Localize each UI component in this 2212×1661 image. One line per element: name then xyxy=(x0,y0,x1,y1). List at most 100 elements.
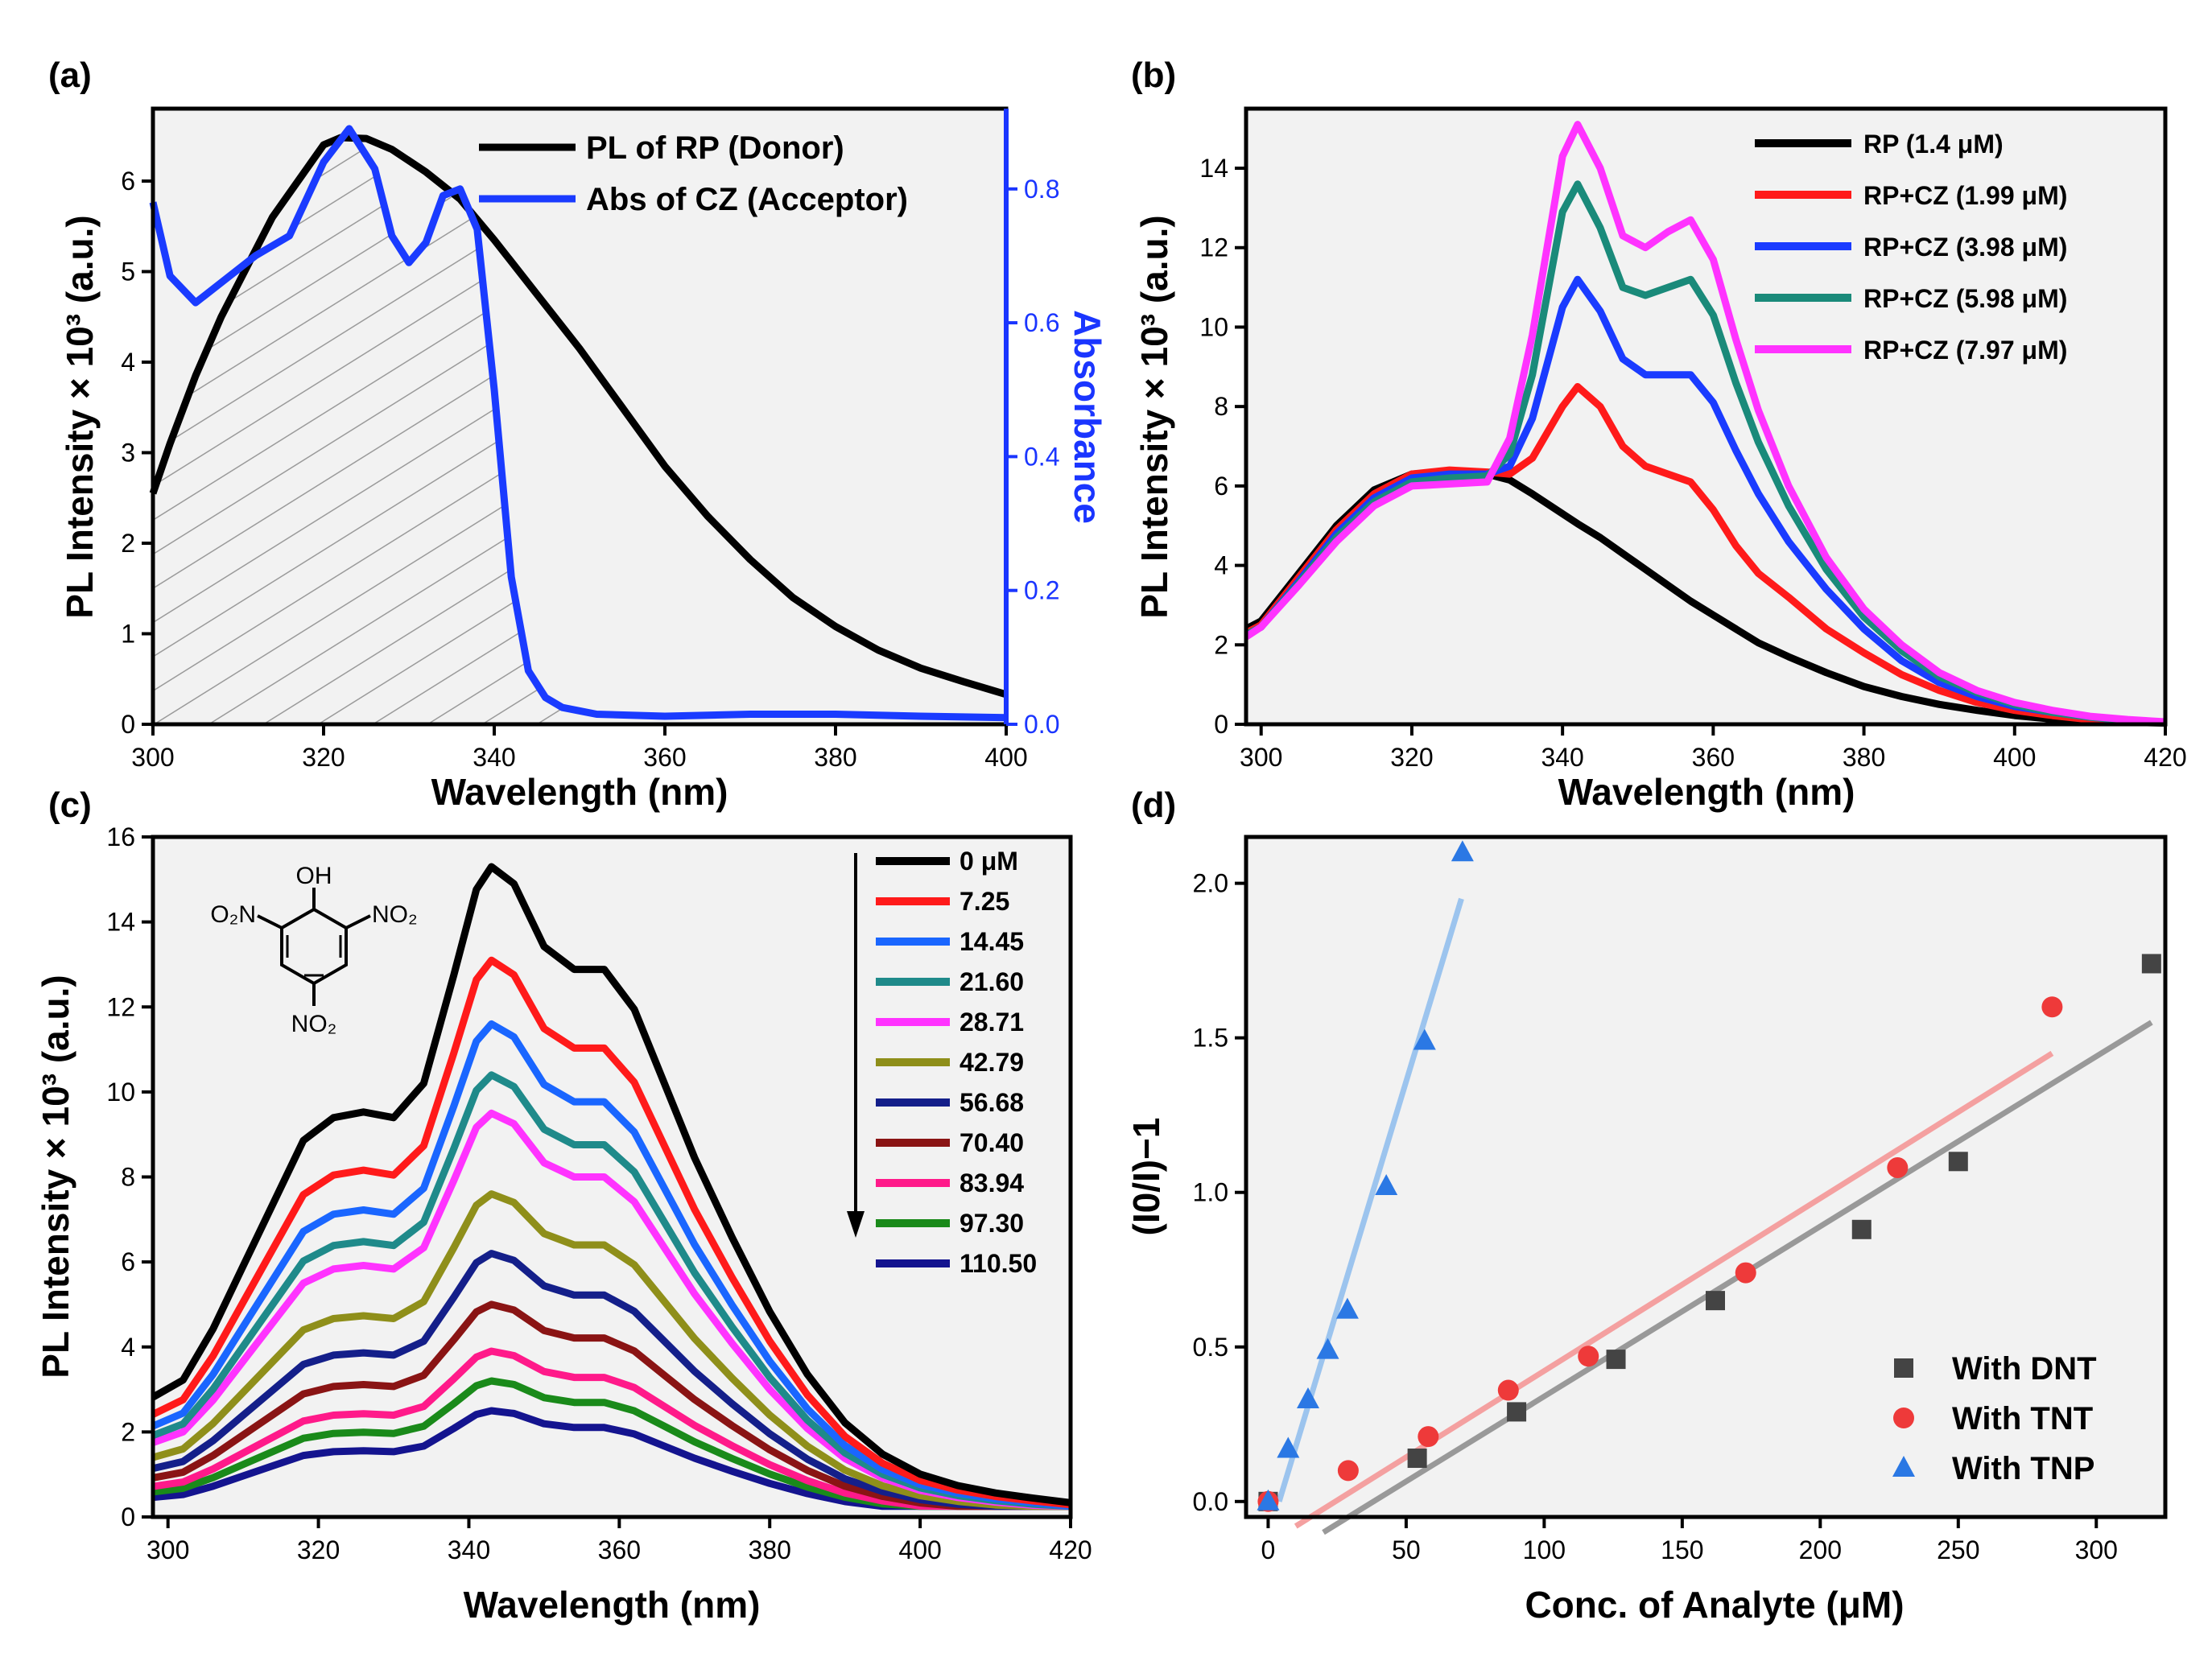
legend-label-abs-cz: Abs of CZ (Acceptor) xyxy=(586,182,908,217)
panel-b-ytick-label: 10 xyxy=(1199,312,1228,341)
point-tnp xyxy=(1316,1337,1339,1359)
point-tnp xyxy=(1451,840,1474,862)
point-tnt xyxy=(2041,996,2063,1018)
panel-c-xtick-label: 300 xyxy=(147,1535,189,1564)
group-o2n: O₂N xyxy=(210,901,256,928)
series-b-4-line xyxy=(1244,121,2166,726)
legend-label-b-0: RP (1.4 μM) xyxy=(1863,130,2004,159)
panel-b-frame xyxy=(1244,106,2168,727)
panel-b-ytick-label: 2 xyxy=(1214,630,1228,659)
panel-a-ytick-label: 5 xyxy=(121,258,135,286)
panel-a-ylabel: PL Intensity × 10³ (a.u.) xyxy=(59,215,101,618)
picric-acid-structure: OH O₂N NO₂ NO₂ xyxy=(210,863,417,1037)
bond-no2-left xyxy=(257,914,283,929)
bond-no2-right xyxy=(345,914,371,929)
legend-label-c-3: 21.60 xyxy=(959,967,1024,996)
legend-label-pl-rp: PL of RP (Donor) xyxy=(586,130,844,166)
panel-b-xtick-label: 360 xyxy=(1692,743,1735,772)
point-tnt xyxy=(1735,1262,1756,1284)
legend-label-c-10: 110.50 xyxy=(959,1249,1037,1278)
point-tnt xyxy=(1497,1379,1519,1401)
series-c-3-line xyxy=(151,1071,1071,1511)
series-c-7-line xyxy=(152,1300,1071,1511)
panel-c-legend: 0 μM 7.25 14.45 21.60 28.71 42.79 56.68 70.40 83… xyxy=(876,847,1037,1278)
series-c-5-line xyxy=(151,1190,1071,1511)
group-oh: OH xyxy=(296,863,332,889)
panel-a-y2tick-label: 0.2 xyxy=(1024,576,1059,605)
panel-c-chart: 300 320 340 360 380 400 420 0 2 4 6 8 10 12 14 16 (c) W… xyxy=(35,785,1092,1626)
panel-b-ytick-label: 8 xyxy=(1214,392,1228,421)
series-c-2-line xyxy=(151,1020,1071,1511)
panel-a-y2tick-label: 0.0 xyxy=(1024,710,1059,739)
panel-c-xtick-label: 400 xyxy=(898,1535,941,1564)
panel-b-ytick-label: 0 xyxy=(1214,710,1228,739)
panel-a-xtick-label: 360 xyxy=(643,743,686,772)
legend-label-c-1: 7.25 xyxy=(959,887,1009,916)
panel-b-label: (b) xyxy=(1131,56,1176,95)
point-tnt xyxy=(1337,1460,1359,1482)
panel-a-label: (a) xyxy=(48,56,92,95)
point-dnt xyxy=(1407,1449,1427,1469)
legend-marker-tnp xyxy=(1892,1456,1915,1477)
legend-label-c-9: 97.30 xyxy=(959,1209,1024,1238)
panel-a-chart: 300 320 340 360 380 400 0 1 2 3 4 5 6 0.0 0.2 0.4 0.6 0.8… xyxy=(48,56,1108,813)
legend-marker-dnt xyxy=(1894,1358,1913,1378)
panel-d-label: (d) xyxy=(1131,785,1176,825)
panel-b-plot-bg xyxy=(1246,109,2165,724)
panel-a-y2tick-label: 0.8 xyxy=(1024,175,1059,204)
legend-label-c-0: 0 μM xyxy=(959,847,1018,876)
legend-label-d-0: With DNT xyxy=(1952,1351,2097,1387)
panel-b-ylabel: PL Intensity × 10³ (a.u.) xyxy=(1133,215,1175,618)
panel-a-xtick-label: 400 xyxy=(984,743,1027,772)
series-b-2-line xyxy=(1244,275,2166,726)
point-dnt xyxy=(1851,1219,1872,1239)
panel-b-ytick-label: 14 xyxy=(1199,154,1228,183)
legend-label-b-3: RP+CZ (5.98 μM) xyxy=(1863,284,2067,313)
legend-label-d-2: With TNP xyxy=(1952,1451,2094,1486)
panel-d-xlabel: Conc. of Analyte (μM) xyxy=(1525,1584,1904,1626)
panel-a-ytick-label: 4 xyxy=(121,348,135,377)
point-tnp xyxy=(1413,1028,1436,1050)
group-no2-right: NO₂ xyxy=(372,901,418,928)
point-tnp xyxy=(1296,1387,1319,1409)
panel-d-chart: 0 50 100 150 200 250 300 0.0 0.5 1.0 1.5 2.0 (d) Co… xyxy=(1125,785,2168,1626)
point-tnt xyxy=(1887,1156,1909,1178)
panel-d-ytick-label: 2.0 xyxy=(1193,869,1228,898)
panel-d-ytick-label: 1.5 xyxy=(1193,1024,1228,1053)
point-tnp xyxy=(1257,1489,1280,1511)
panel-d-xtick-label: 0 xyxy=(1261,1535,1276,1564)
series-c-8-line xyxy=(152,1347,1071,1511)
panel-a-xtick-label: 380 xyxy=(814,743,856,772)
point-dnt xyxy=(1706,1291,1726,1311)
panel-b-xtick-label: 400 xyxy=(1993,743,2036,772)
panel-c-xtick-label: 340 xyxy=(448,1535,490,1564)
panel-b-xtick-label: 300 xyxy=(1240,743,1282,772)
panel-c-xtick-label: 320 xyxy=(297,1535,340,1564)
panel-d-ytick-label: 1.0 xyxy=(1193,1178,1228,1207)
panel-a-ytick-label: 3 xyxy=(121,439,135,468)
panel-c-ytick-label: 2 xyxy=(121,1417,135,1446)
panel-b-xlabel: Wavelength (nm) xyxy=(1558,771,1855,813)
panel-a-legend: PL of RP (Donor) Abs of CZ (Acceptor) xyxy=(479,130,908,217)
panel-a-ytick-label: 1 xyxy=(121,620,135,649)
series-c-6-line xyxy=(151,1250,1071,1511)
panel-a-ytick-label: 2 xyxy=(121,529,135,558)
panel-c-ytick-label: 4 xyxy=(121,1333,135,1362)
panel-c-label: (c) xyxy=(48,785,92,825)
panel-c-ylabel: PL Intensity × 10³ (a.u.) xyxy=(35,975,76,1378)
panel-b-ytick-label: 4 xyxy=(1214,551,1228,580)
point-tnp xyxy=(1335,1297,1359,1319)
panel-c-ytick-label: 8 xyxy=(121,1163,135,1192)
point-tnp xyxy=(1375,1174,1398,1196)
fit-line-d-1 xyxy=(1294,1050,2054,1529)
panel-b-xtick-label: 340 xyxy=(1541,743,1583,772)
panel-d-xtick-label: 250 xyxy=(1937,1535,1979,1564)
decrease-arrow xyxy=(847,853,865,1238)
panel-b-ytick-label: 12 xyxy=(1199,233,1228,262)
panel-a-y2tick-label: 0.4 xyxy=(1024,442,1059,471)
panel-c-ytick-label: 0 xyxy=(121,1502,135,1531)
point-dnt xyxy=(1606,1350,1626,1370)
panel-c-ytick-label: 10 xyxy=(106,1078,135,1107)
panel-a-ytick-label: 0 xyxy=(121,710,135,739)
legend-label-c-8: 83.94 xyxy=(959,1168,1024,1197)
